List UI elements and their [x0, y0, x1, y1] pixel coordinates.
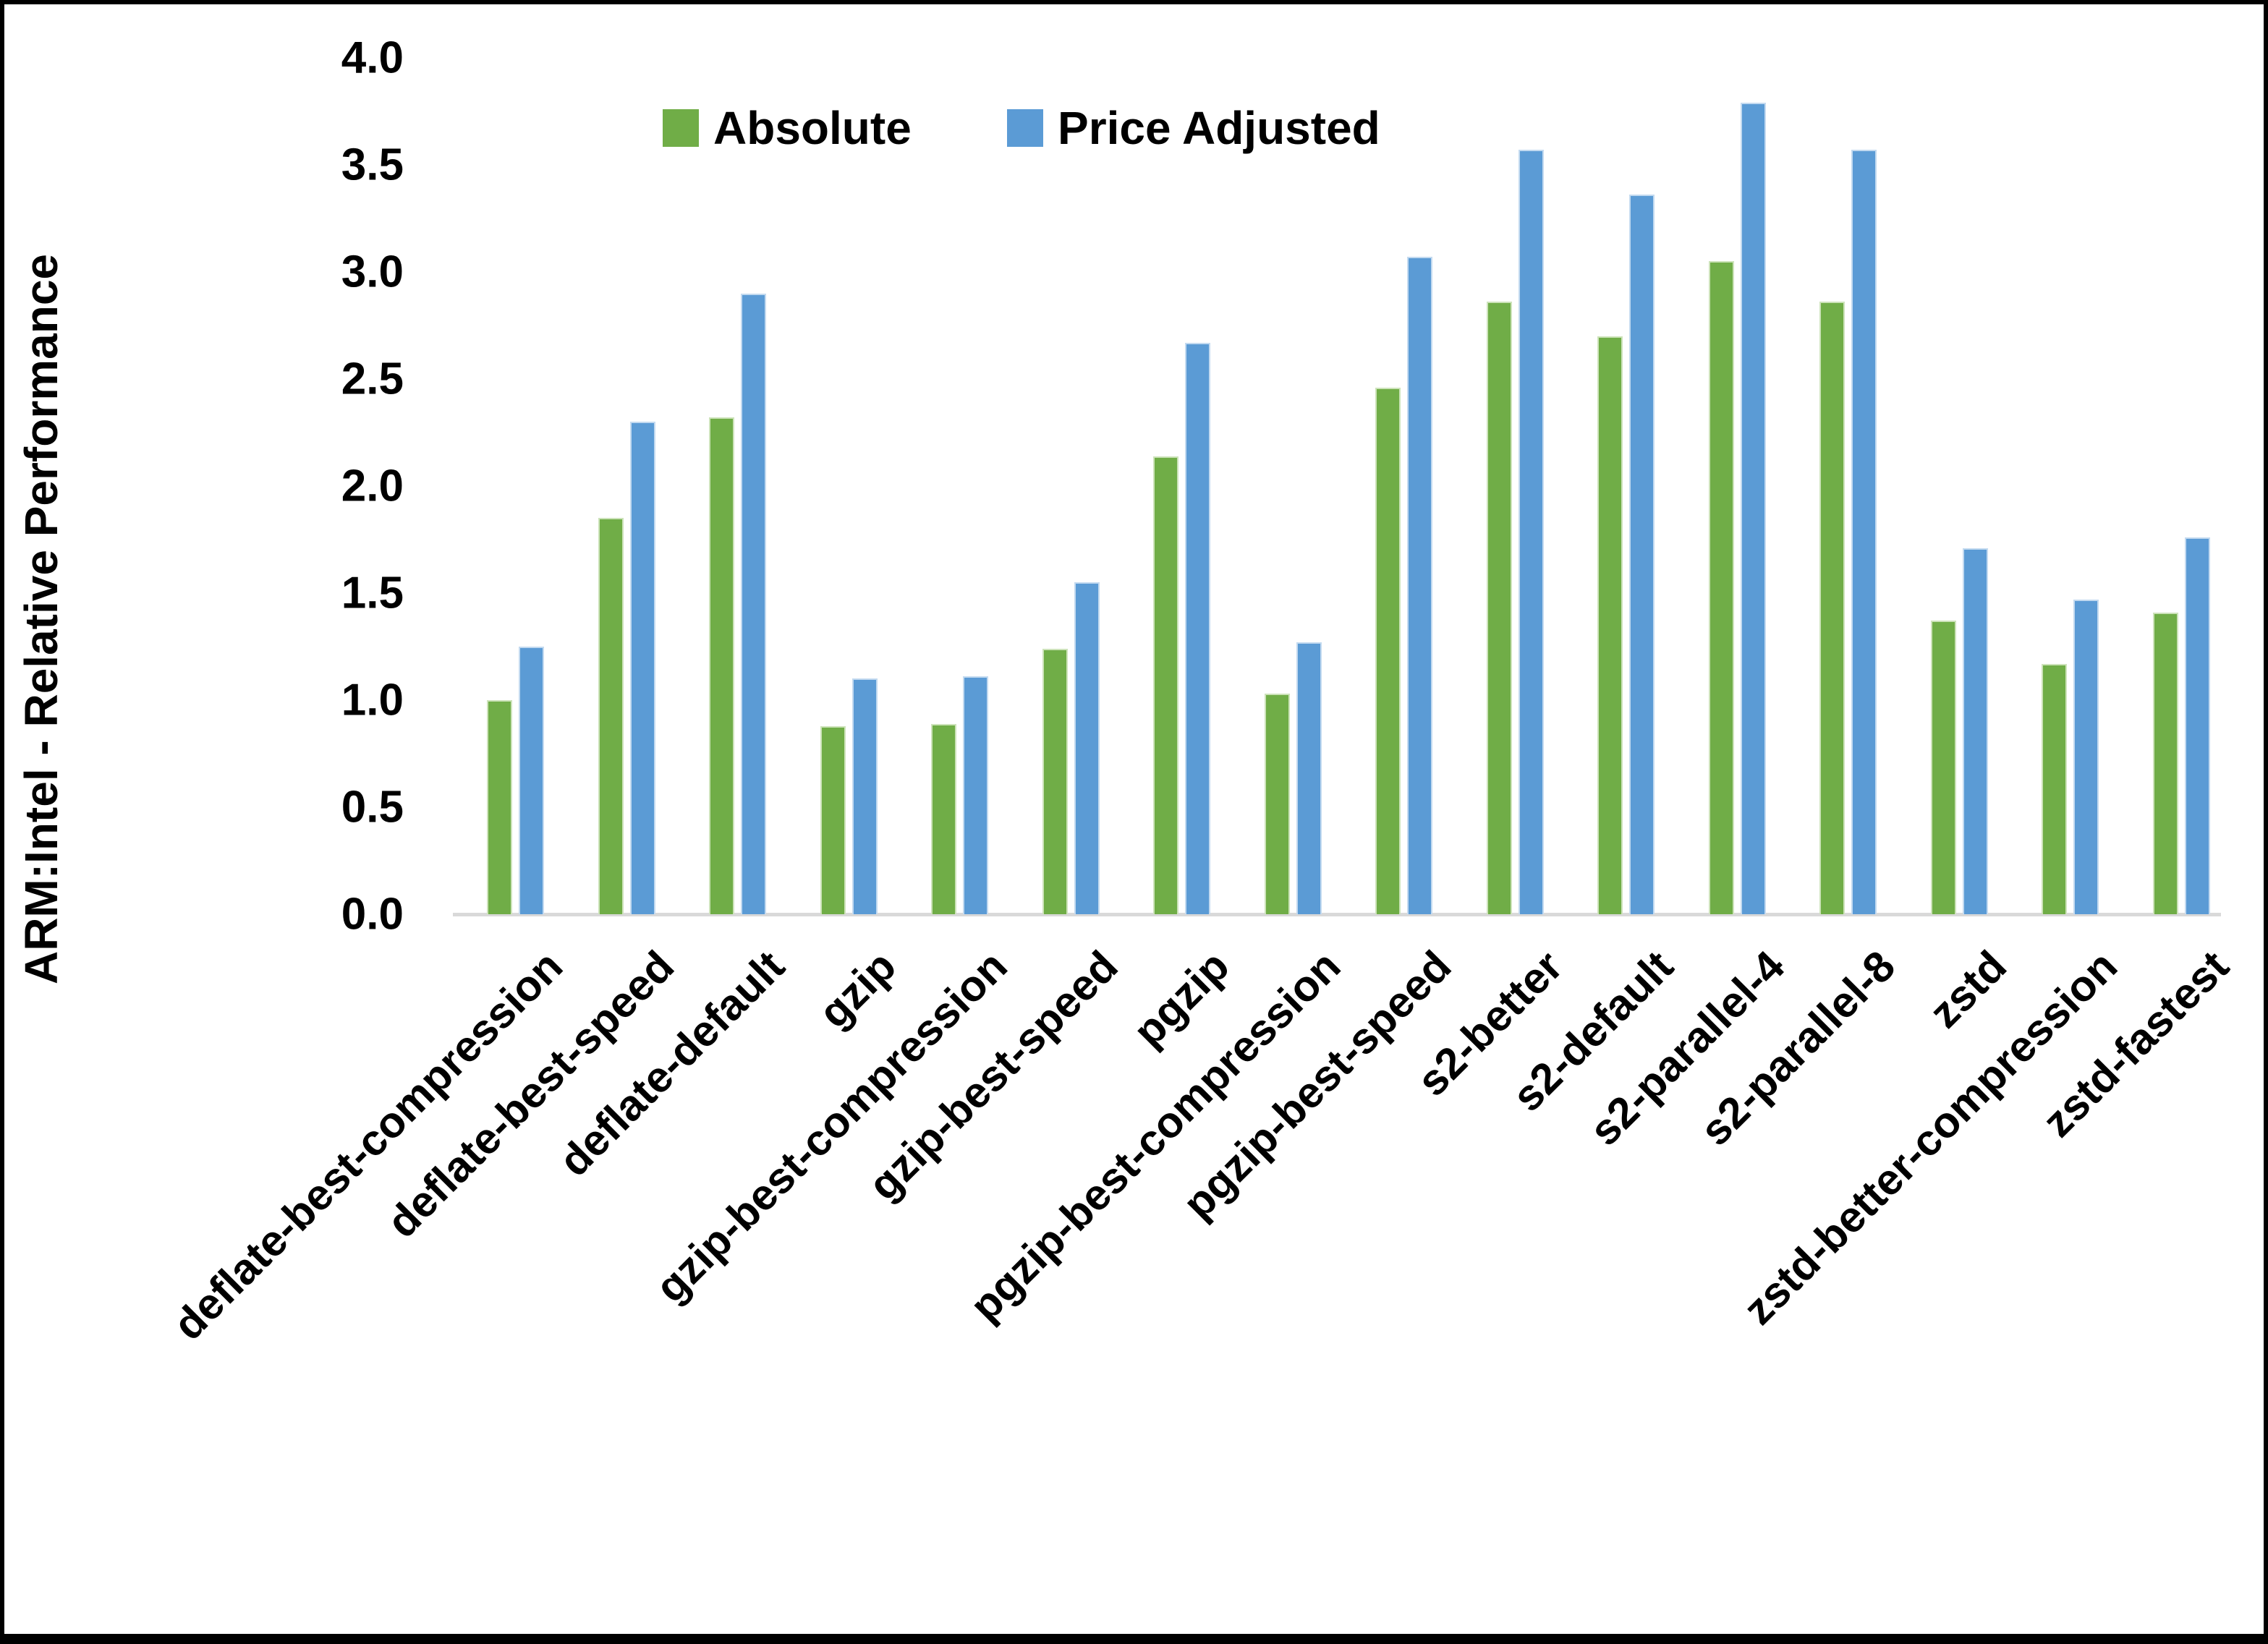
bar-absolute-s2-parallel-4	[1708, 261, 1734, 914]
bar-price-adjusted-s2-parallel-4	[1740, 103, 1766, 914]
bar-absolute-gzip-best-speed	[1042, 649, 1068, 914]
y-tick-label-4.0: 4.0	[341, 33, 404, 83]
bar-absolute-pgzip	[1153, 456, 1178, 914]
bar-absolute-pgzip-best-compression	[1264, 694, 1290, 914]
bar-absolute-zstd	[1930, 621, 1956, 914]
x-label-zstd: zstd	[1919, 941, 2016, 1037]
legend-item-price-adjusted: Price Adjusted	[1007, 101, 1380, 155]
y-tick-label-3.5: 3.5	[341, 140, 404, 190]
x-label-gzip: gzip	[809, 941, 906, 1037]
absolute-legend-label: Absolute	[713, 102, 912, 154]
bar-absolute-deflate-best-compression	[487, 700, 512, 914]
bar-price-adjusted-pgzip-best-speed	[1407, 257, 1432, 914]
bar-price-adjusted-deflate-best-speed	[629, 422, 655, 914]
y-tick-label-2.5: 2.5	[341, 354, 404, 404]
bar-absolute-zstd-better-compression	[2042, 664, 2067, 914]
price-adjusted-legend-swatch	[1007, 109, 1043, 147]
bar-absolute-gzip-best-compression	[931, 724, 956, 914]
y-tick-label-0.0: 0.0	[341, 889, 404, 940]
bar-price-adjusted-pgzip-best-compression	[1296, 642, 1322, 914]
y-axis-title: ARM:Intel - Relative Performance	[15, 253, 67, 985]
bar-price-adjusted-zstd	[1962, 548, 1988, 914]
bar-absolute-gzip	[820, 726, 846, 914]
bar-price-adjusted-s2-parallel-8	[1851, 150, 1877, 914]
bar-absolute-s2-parallel-8	[1819, 302, 1845, 914]
bar-price-adjusted-gzip	[851, 678, 878, 914]
bar-price-adjusted-deflate-default	[741, 294, 766, 914]
x-axis-line	[453, 913, 2221, 916]
y-tick-label-0.5: 0.5	[341, 782, 404, 832]
legend-item-absolute: Absolute	[663, 101, 912, 155]
y-tick-label-1.5: 1.5	[341, 568, 404, 618]
bar-price-adjusted-gzip-best-compression	[963, 676, 988, 914]
y-tick-label-2.0: 2.0	[341, 461, 404, 511]
bar-absolute-s2-default	[1597, 336, 1623, 914]
y-tick-label-3.0: 3.0	[341, 247, 404, 297]
bar-price-adjusted-s2-default	[1629, 195, 1655, 914]
bar-absolute-deflate-default	[709, 417, 734, 914]
bar-absolute-s2-better	[1486, 302, 1512, 914]
bar-price-adjusted-deflate-best-compression	[519, 647, 544, 914]
bar-price-adjusted-pgzip	[1185, 343, 1210, 914]
absolute-legend-swatch	[663, 109, 699, 147]
y-tick-label-1.0: 1.0	[341, 675, 404, 725]
bar-absolute-zstd-fastest	[2152, 613, 2178, 914]
bar-absolute-deflate-best-speed	[598, 518, 624, 914]
bar-price-adjusted-zstd-better-compression	[2073, 600, 2099, 914]
x-label-s2-parallel-8: s2-parallel-8	[1691, 941, 1905, 1155]
bar-price-adjusted-gzip-best-speed	[1074, 582, 1100, 914]
bar-price-adjusted-zstd-fastest	[2184, 537, 2210, 914]
price-adjusted-legend-label: Price Adjusted	[1058, 102, 1380, 154]
bar-price-adjusted-s2-better	[1518, 150, 1544, 914]
bar-absolute-pgzip-best-speed	[1375, 388, 1401, 914]
